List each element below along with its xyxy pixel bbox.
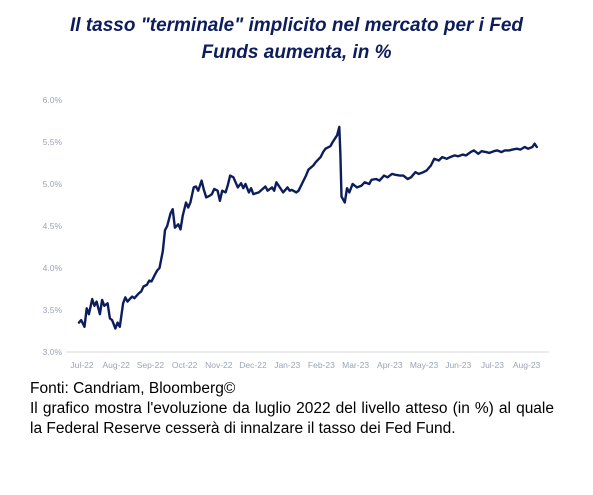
series-line — [77, 125, 538, 330]
x-tick-label: Oct-22 — [172, 360, 198, 370]
x-tick-label: Jan-23 — [274, 360, 300, 370]
y-tick-label: 5.5% — [43, 137, 63, 147]
x-tick-label: Aug-23 — [513, 360, 541, 370]
y-tick-label: 4.0% — [43, 263, 63, 273]
chart-title-line1: Il tasso "terminale" implicito nel merca… — [69, 15, 524, 36]
chart-description: Il grafico mostra l'evoluzione da luglio… — [30, 400, 554, 437]
x-tick-label: Mar-23 — [342, 360, 369, 370]
footnote: Fonti: Candriam, Bloomberg© Il grafico m… — [30, 379, 554, 439]
x-tick-label: May-23 — [410, 360, 439, 370]
y-tick-label: 4.5% — [43, 221, 63, 231]
y-tick-label: 3.5% — [43, 305, 63, 315]
x-tick-label: Aug-22 — [102, 360, 130, 370]
chart-title: Il tasso "terminale" implicito nel merca… — [0, 12, 593, 66]
source-note: Fonti: Candriam, Bloomberg© — [30, 380, 236, 397]
x-tick-label: Sep-22 — [137, 360, 165, 370]
chart-title-line2: Funds aumenta, in % — [201, 42, 392, 63]
x-tick-label: Nov-22 — [205, 360, 233, 370]
x-tick-label: Apr-23 — [377, 360, 403, 370]
x-tick-label: Jul-23 — [481, 360, 504, 370]
x-tick-label: Jul-22 — [70, 360, 93, 370]
y-tick-label: 3.0% — [43, 347, 63, 357]
x-tick-label: Feb-23 — [308, 360, 335, 370]
y-tick-label: 5.0% — [43, 179, 63, 189]
x-tick-label: Jun-23 — [445, 360, 471, 370]
line-chart: 3.0% 3.5% 4.0% 4.5% 5.0% 5.5% 6.0% Jul-22 Aug-2… — [43, 95, 549, 370]
x-tick-label: Dec-22 — [239, 360, 267, 370]
y-tick-label: 6.0% — [43, 95, 63, 105]
x-axis-ticks: Jul-22 Aug-22 Sep-22 Oct-22 Nov-22 Dec-22 Jan-… — [70, 360, 540, 370]
y-axis-ticks: 3.0% 3.5% 4.0% 4.5% 5.0% 5.5% 6.0% — [43, 95, 63, 357]
